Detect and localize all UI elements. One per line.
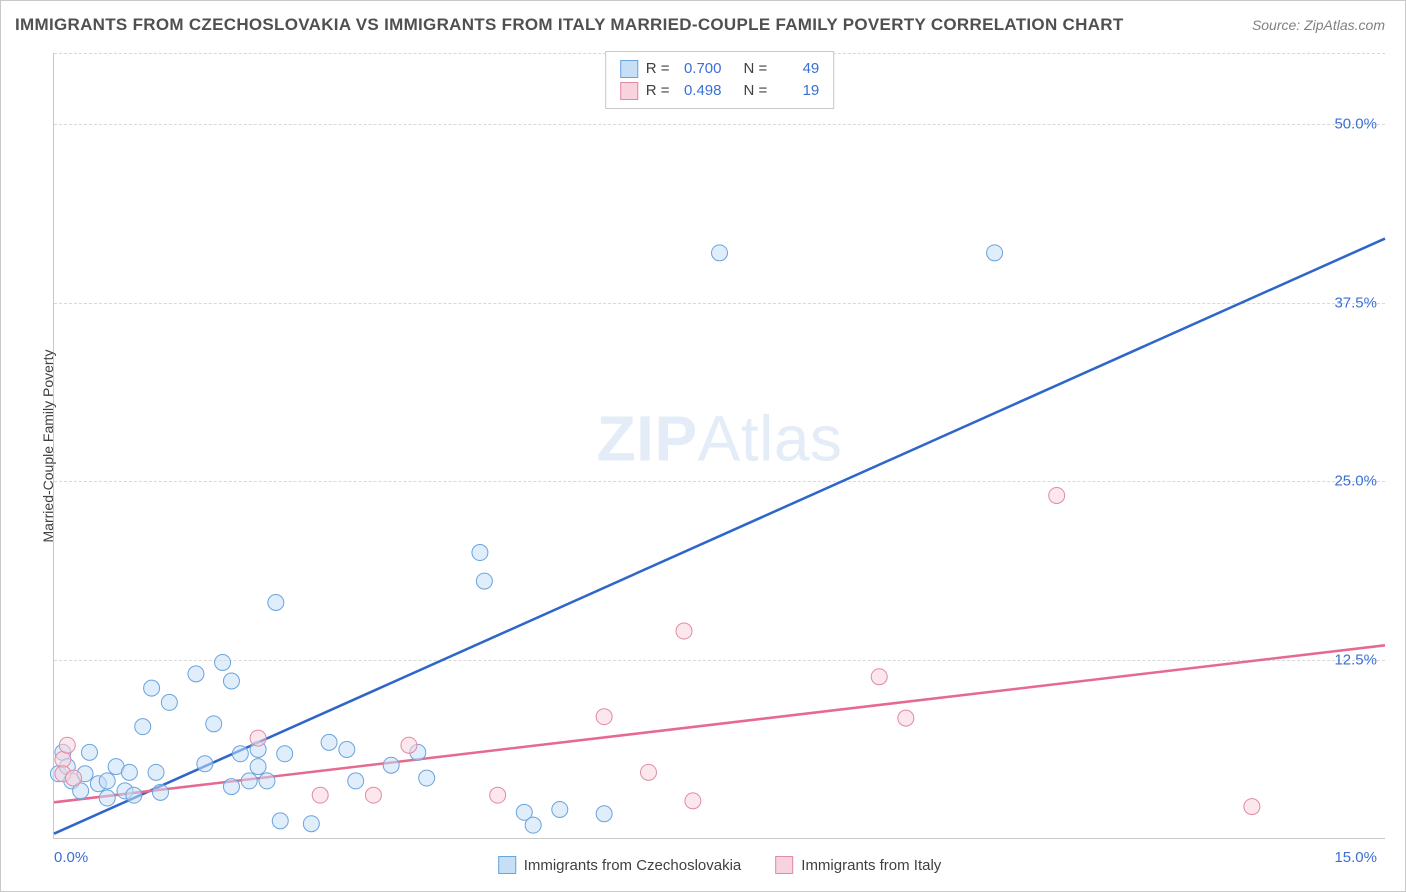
legend-item-czech: Immigrants from Czechoslovakia xyxy=(498,856,742,874)
source-credit: Source: ZipAtlas.com xyxy=(1252,17,1385,33)
data-point-italy xyxy=(1244,799,1260,815)
correlation-legend: R = 0.700 N = 49 R = 0.498 N = 19 xyxy=(605,51,835,109)
legend-label-italy: Immigrants from Italy xyxy=(801,857,941,874)
data-point-czech xyxy=(81,744,97,760)
data-point-italy xyxy=(365,787,381,803)
y-tick-label: 37.5% xyxy=(1334,294,1377,311)
x-tick-min: 0.0% xyxy=(54,849,88,866)
data-point-czech xyxy=(99,790,115,806)
data-point-czech xyxy=(268,595,284,611)
data-point-italy xyxy=(55,752,71,768)
data-point-italy xyxy=(312,787,328,803)
legend-n-value-czech: 49 xyxy=(775,58,819,80)
series-legend: Immigrants from Czechoslovakia Immigrant… xyxy=(498,856,942,874)
data-point-czech xyxy=(241,773,257,789)
data-point-czech xyxy=(223,673,239,689)
data-point-czech xyxy=(259,773,275,789)
data-point-czech xyxy=(419,770,435,786)
data-point-czech xyxy=(277,746,293,762)
data-point-czech xyxy=(472,545,488,561)
legend-swatch-italy xyxy=(620,82,638,100)
legend-item-italy: Immigrants from Italy xyxy=(775,856,941,874)
data-point-italy xyxy=(685,793,701,809)
data-point-italy xyxy=(59,737,75,753)
legend-swatch-italy xyxy=(775,856,793,874)
legend-r-value-italy: 0.498 xyxy=(678,80,722,102)
data-point-italy xyxy=(401,737,417,753)
chart-svg xyxy=(54,53,1385,838)
data-point-czech xyxy=(596,806,612,822)
data-point-czech xyxy=(206,716,222,732)
data-point-czech xyxy=(348,773,364,789)
data-point-czech xyxy=(525,817,541,833)
data-point-italy xyxy=(641,764,657,780)
data-point-italy xyxy=(871,669,887,685)
legend-label-czech: Immigrants from Czechoslovakia xyxy=(524,857,742,874)
legend-r-label: R = xyxy=(646,58,670,80)
y-tick-label: 50.0% xyxy=(1334,116,1377,133)
data-point-czech xyxy=(215,654,231,670)
data-point-czech xyxy=(99,773,115,789)
data-point-czech xyxy=(250,759,266,775)
data-point-czech xyxy=(144,680,160,696)
data-point-italy xyxy=(676,623,692,639)
data-point-czech xyxy=(303,816,319,832)
plot-area: Married-Couple Family Poverty ZIPAtlas 0… xyxy=(53,53,1385,839)
legend-n-label: N = xyxy=(744,58,768,80)
data-point-czech xyxy=(272,813,288,829)
data-point-czech xyxy=(126,787,142,803)
data-point-italy xyxy=(596,709,612,725)
y-tick-label: 12.5% xyxy=(1334,651,1377,668)
y-tick-label: 25.0% xyxy=(1334,473,1377,490)
legend-n-label: N = xyxy=(744,80,768,102)
legend-n-value-italy: 19 xyxy=(775,80,819,102)
legend-swatch-czech xyxy=(620,60,638,78)
data-point-italy xyxy=(1049,487,1065,503)
data-point-czech xyxy=(152,784,168,800)
data-point-italy xyxy=(250,730,266,746)
data-point-czech xyxy=(135,719,151,735)
data-point-czech xyxy=(121,764,137,780)
legend-row-czech: R = 0.700 N = 49 xyxy=(620,58,820,80)
x-tick-max: 15.0% xyxy=(1334,849,1377,866)
legend-row-italy: R = 0.498 N = 19 xyxy=(620,80,820,102)
data-point-czech xyxy=(161,694,177,710)
legend-r-label: R = xyxy=(646,80,670,102)
data-point-czech xyxy=(712,245,728,261)
data-point-czech xyxy=(383,757,399,773)
data-point-czech xyxy=(339,742,355,758)
data-point-czech xyxy=(148,764,164,780)
data-point-czech xyxy=(552,801,568,817)
legend-swatch-czech xyxy=(498,856,516,874)
data-point-italy xyxy=(898,710,914,726)
chart-title: IMMIGRANTS FROM CZECHOSLOVAKIA VS IMMIGR… xyxy=(15,15,1124,35)
data-point-czech xyxy=(321,734,337,750)
data-point-czech xyxy=(232,746,248,762)
data-point-czech xyxy=(197,756,213,772)
legend-r-value-czech: 0.700 xyxy=(678,58,722,80)
data-point-czech xyxy=(188,666,204,682)
data-point-czech xyxy=(987,245,1003,261)
data-point-italy xyxy=(490,787,506,803)
data-point-italy xyxy=(66,770,82,786)
data-point-czech xyxy=(476,573,492,589)
data-point-czech xyxy=(223,779,239,795)
